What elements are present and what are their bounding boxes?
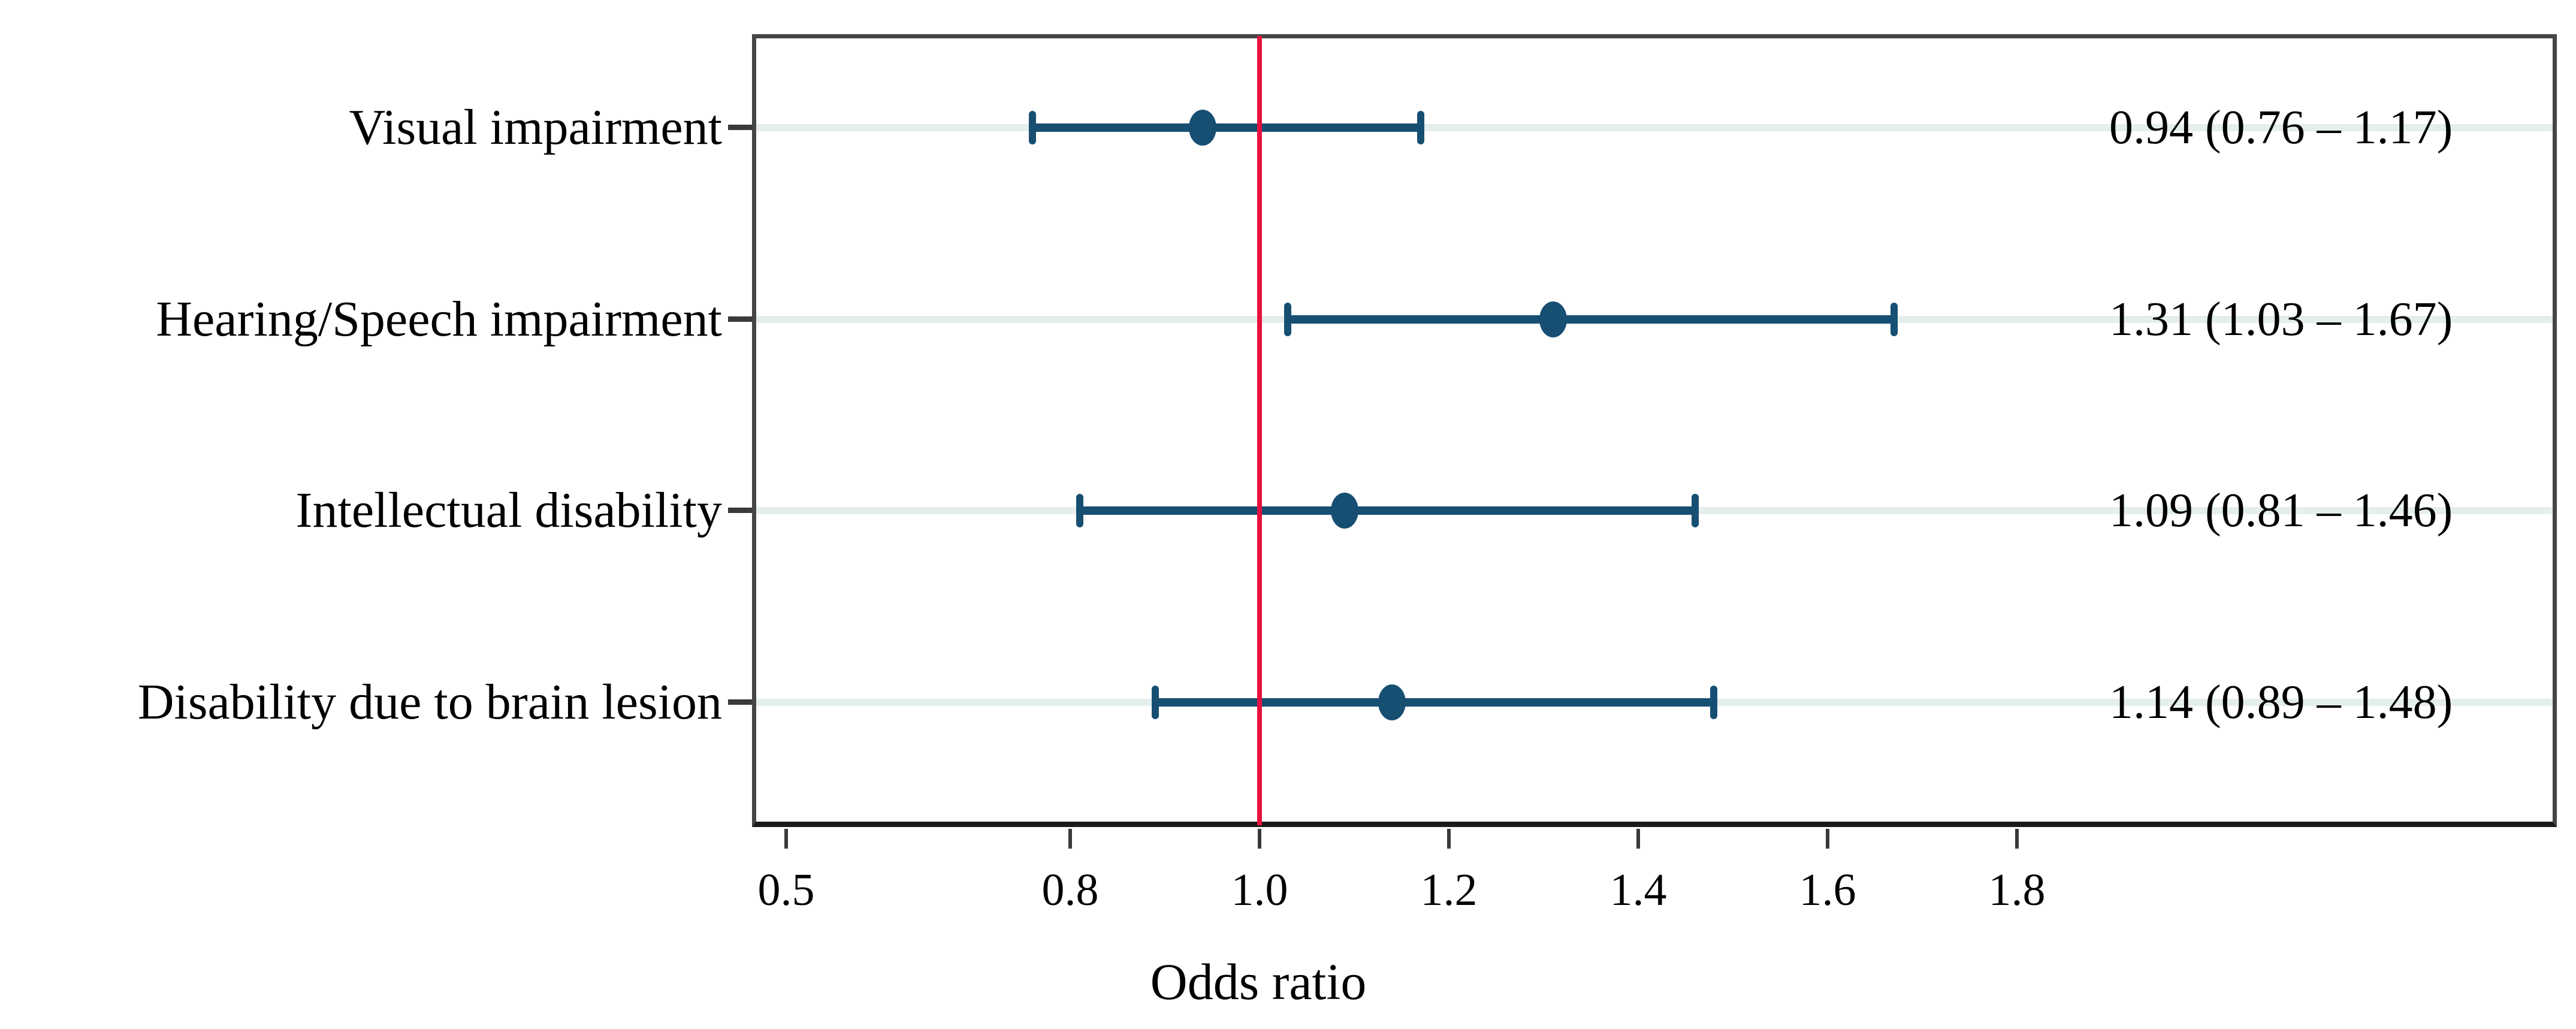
row-label: Intellectual disability <box>295 482 722 538</box>
x-axis-tick <box>784 829 788 849</box>
ci-cap-right <box>1417 111 1424 144</box>
row-label: Disability due to brain lesion <box>137 674 722 730</box>
ci-cap-left <box>1284 303 1291 336</box>
ci-whisker <box>1032 123 1421 132</box>
ci-cap-left <box>1076 494 1083 527</box>
row-label: Visual impairment <box>349 99 723 155</box>
odds-ratio-dot <box>1539 301 1567 337</box>
y-axis-tick <box>728 508 752 513</box>
reference-line-1.0 <box>1257 36 1262 825</box>
odds-ratio-dot <box>1378 684 1406 720</box>
ci-cap-left <box>1152 686 1159 719</box>
plot-area <box>752 34 2557 827</box>
y-axis-tick <box>728 316 752 322</box>
ci-cap-left <box>1029 111 1036 144</box>
ci-value-text: 1.31 (1.03 – 1.67) <box>2109 293 2453 346</box>
x-tick-label: 1.0 <box>1231 865 1288 915</box>
ci-value-text: 0.94 (0.76 – 1.17) <box>2109 101 2453 154</box>
x-tick-label: 1.8 <box>1988 865 2046 915</box>
x-axis-title: Odds ratio <box>1150 953 1367 1010</box>
x-axis-tick <box>1826 829 1829 849</box>
x-tick-label: 1.4 <box>1609 865 1667 915</box>
ci-whisker <box>1155 698 1714 707</box>
y-axis-tick <box>728 125 752 130</box>
ci-cap-right <box>1891 303 1898 336</box>
x-tick-label: 0.8 <box>1041 865 1099 915</box>
odds-ratio-dot <box>1331 493 1358 529</box>
ci-whisker <box>1288 315 1894 324</box>
odds-ratio-dot <box>1189 110 1216 146</box>
y-axis-tick <box>728 699 752 705</box>
ci-cap-right <box>1692 494 1699 527</box>
x-axis-tick <box>1447 829 1451 849</box>
x-tick-label: 1.2 <box>1420 865 1478 915</box>
x-axis-tick <box>2015 829 2019 849</box>
x-axis-tick <box>1636 829 1640 849</box>
row-label: Hearing/Speech impairment <box>156 291 722 347</box>
x-axis-tick <box>1258 829 1261 849</box>
ci-whisker <box>1080 506 1695 515</box>
ci-value-text: 1.14 (0.89 – 1.48) <box>2109 676 2453 729</box>
x-axis-tick <box>1068 829 1072 849</box>
ci-cap-right <box>1710 686 1717 719</box>
x-tick-label: 0.5 <box>757 865 815 915</box>
ci-value-text: 1.09 (0.81 – 1.46) <box>2109 484 2453 537</box>
x-tick-label: 1.6 <box>1799 865 1856 915</box>
